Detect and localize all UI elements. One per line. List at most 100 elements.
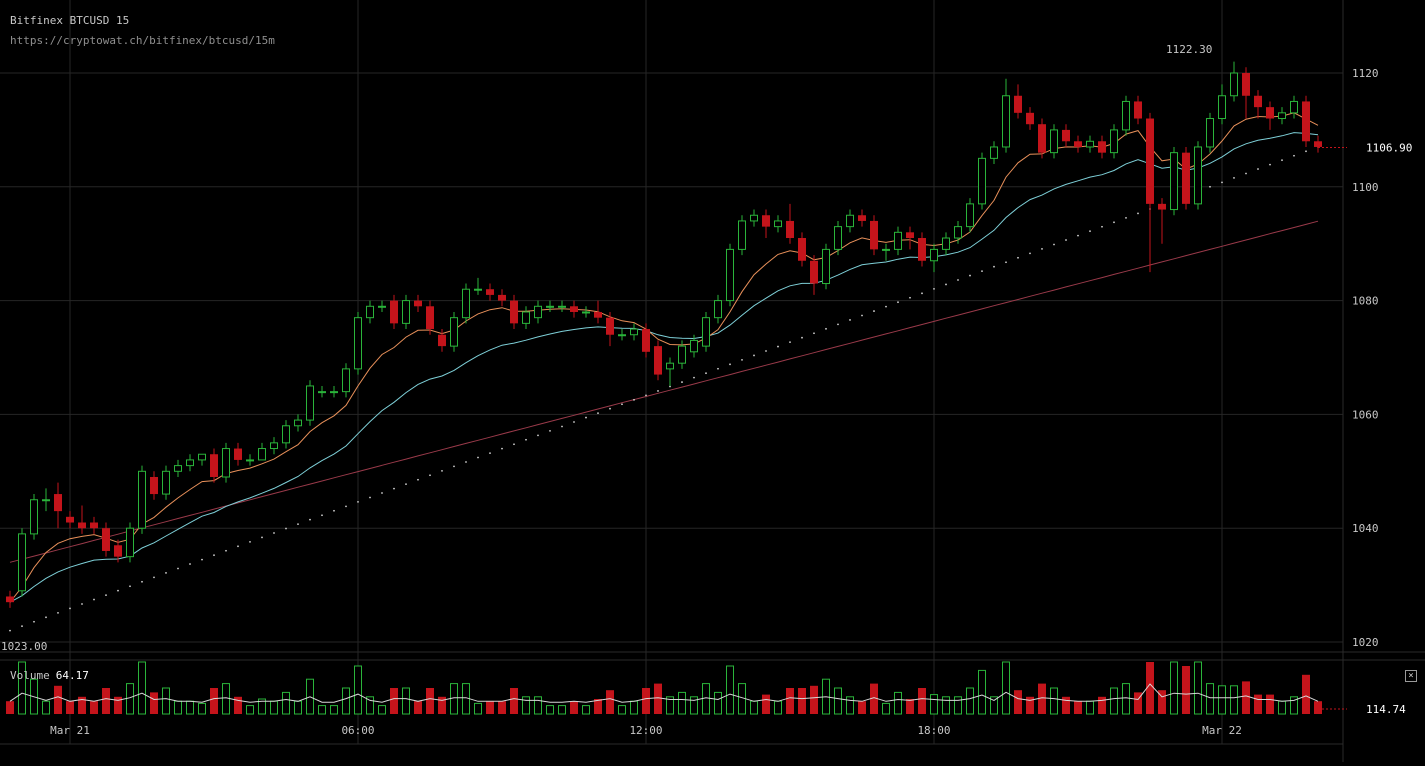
volume-bar — [42, 700, 50, 715]
candle-body — [1266, 107, 1274, 119]
volume-bar — [426, 688, 434, 714]
volume-bar — [366, 696, 374, 715]
candle-body — [498, 294, 506, 301]
volume-bar — [438, 696, 446, 714]
psar-dot — [1221, 181, 1223, 184]
volume-bar — [774, 700, 782, 715]
y-tick-label: 1120 — [1352, 67, 1379, 80]
volume-bar — [894, 691, 902, 715]
psar-dot — [1101, 225, 1103, 228]
psar-dot — [261, 536, 263, 539]
psar-dot — [465, 461, 467, 463]
candle-body — [426, 306, 434, 330]
volume-bar — [150, 692, 158, 714]
psar-dot — [741, 358, 743, 361]
volume-bar — [18, 661, 26, 715]
candle-body — [1086, 140, 1094, 148]
candle-body — [162, 470, 170, 495]
volume-bar — [942, 696, 950, 715]
high-price-label: 1122.30 — [1166, 43, 1212, 56]
low-price-label: 1023.00 — [1, 640, 47, 653]
psar-dot — [381, 492, 383, 494]
candle-body — [1098, 141, 1106, 153]
psar-dot — [1209, 185, 1211, 188]
volume-bar — [930, 694, 938, 715]
candle-body — [582, 311, 590, 314]
psar-dot — [321, 514, 323, 517]
volume-axis-label: 114.74 — [1366, 703, 1406, 716]
candle-body — [858, 215, 866, 221]
candle-body — [198, 453, 206, 461]
candle-body — [822, 248, 830, 285]
psar-dot — [801, 336, 803, 339]
candle-body — [246, 459, 254, 462]
volume-bar — [654, 683, 662, 714]
candle-body — [630, 328, 638, 336]
psar-dot — [549, 430, 551, 432]
candle-body — [678, 345, 686, 364]
candle-body — [1110, 129, 1118, 154]
psar-dot — [213, 554, 215, 557]
volume-bar — [1074, 701, 1082, 714]
candle-body — [714, 300, 722, 319]
volume-bar — [474, 702, 482, 715]
volume-bar — [486, 701, 494, 714]
volume-bar — [1038, 683, 1046, 714]
candle-body — [1290, 100, 1298, 114]
candle-body — [570, 306, 578, 312]
candle-body — [1050, 129, 1058, 154]
volume-bar — [630, 700, 638, 715]
volume-bar — [6, 701, 14, 714]
psar-dot — [861, 314, 863, 317]
candle-body — [258, 448, 266, 461]
candle-body — [1146, 118, 1154, 204]
volume-bar — [294, 700, 302, 715]
volume-bar — [246, 705, 254, 715]
psar-dot — [1017, 256, 1019, 259]
psar-dot — [729, 363, 731, 366]
psar-dot — [657, 390, 659, 392]
volume-bar — [1230, 685, 1238, 715]
candle-body — [78, 522, 86, 529]
candle-body — [294, 419, 302, 427]
volume-bar — [870, 683, 878, 714]
candle-body — [1074, 141, 1082, 147]
candle-body — [1314, 141, 1322, 147]
psar-dot — [945, 283, 947, 286]
psar-dot — [1233, 177, 1235, 179]
psar-dot — [57, 611, 59, 614]
psar-dot — [513, 443, 515, 446]
candle-body — [462, 288, 470, 319]
psar-dot — [621, 403, 623, 406]
psar-dot — [441, 469, 443, 472]
volume-bar — [906, 699, 914, 714]
y-tick-label: 1080 — [1352, 295, 1379, 308]
psar-dot — [1281, 159, 1283, 162]
volume-bar — [78, 696, 86, 714]
psar-dot — [141, 580, 143, 583]
volume-bar — [1170, 661, 1178, 715]
candle-body — [702, 317, 710, 347]
volume-bar — [798, 688, 806, 714]
volume-bar — [1314, 701, 1322, 714]
chart-url[interactable]: https://cryptowat.ch/bitfinex/btcusd/15m — [10, 34, 275, 47]
psar-dot — [573, 421, 575, 423]
psar-dot — [561, 425, 563, 428]
psar-dot — [225, 549, 227, 552]
psar-dot — [345, 505, 347, 508]
volume-bar — [1026, 696, 1034, 714]
candle-body — [750, 214, 758, 222]
volume-bar — [318, 705, 326, 715]
psar-dot — [669, 385, 671, 388]
close-icon[interactable]: × — [1405, 670, 1417, 682]
volume-bar — [414, 701, 422, 714]
volume-bar — [558, 705, 566, 715]
candle-body — [522, 311, 530, 324]
candle-body — [642, 329, 650, 352]
candle-body — [558, 305, 566, 308]
candle-body — [210, 454, 218, 477]
volume-bar — [186, 700, 194, 715]
psar-dot — [93, 598, 95, 601]
psar-dot — [429, 474, 431, 477]
